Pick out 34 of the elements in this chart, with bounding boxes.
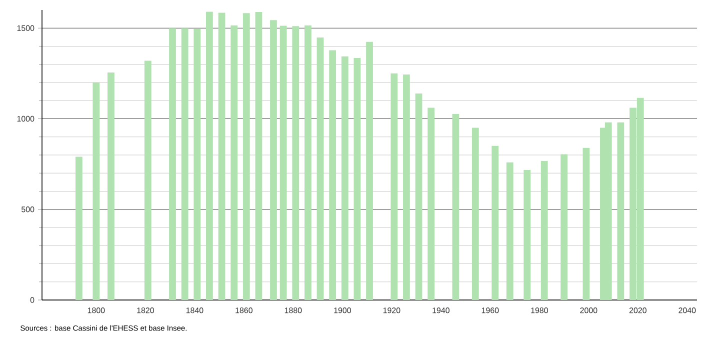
bar [617, 122, 624, 300]
bar [341, 56, 348, 300]
bar [390, 73, 398, 300]
bar [242, 13, 250, 300]
bar [280, 26, 287, 300]
bar [452, 114, 460, 300]
bar [230, 25, 238, 300]
bar [415, 94, 422, 300]
bar [292, 26, 300, 300]
bar [582, 148, 590, 300]
bar [255, 12, 262, 300]
bar [75, 156, 82, 300]
bar [540, 160, 548, 300]
bar [92, 82, 100, 300]
bar [506, 162, 514, 300]
bar [144, 60, 152, 300]
bar [402, 74, 410, 300]
bar [524, 170, 531, 300]
bar [472, 128, 479, 300]
bar [194, 29, 201, 300]
bar [354, 58, 361, 300]
bar [218, 12, 226, 300]
bar [270, 20, 277, 300]
bar [169, 28, 176, 300]
bar [329, 50, 336, 300]
bar [428, 108, 435, 300]
bar [206, 12, 213, 300]
bar [304, 25, 312, 300]
bar [560, 154, 568, 300]
bar [316, 38, 324, 300]
bar [108, 72, 114, 300]
bar [181, 28, 188, 300]
bar [492, 146, 499, 300]
bar [366, 42, 373, 300]
